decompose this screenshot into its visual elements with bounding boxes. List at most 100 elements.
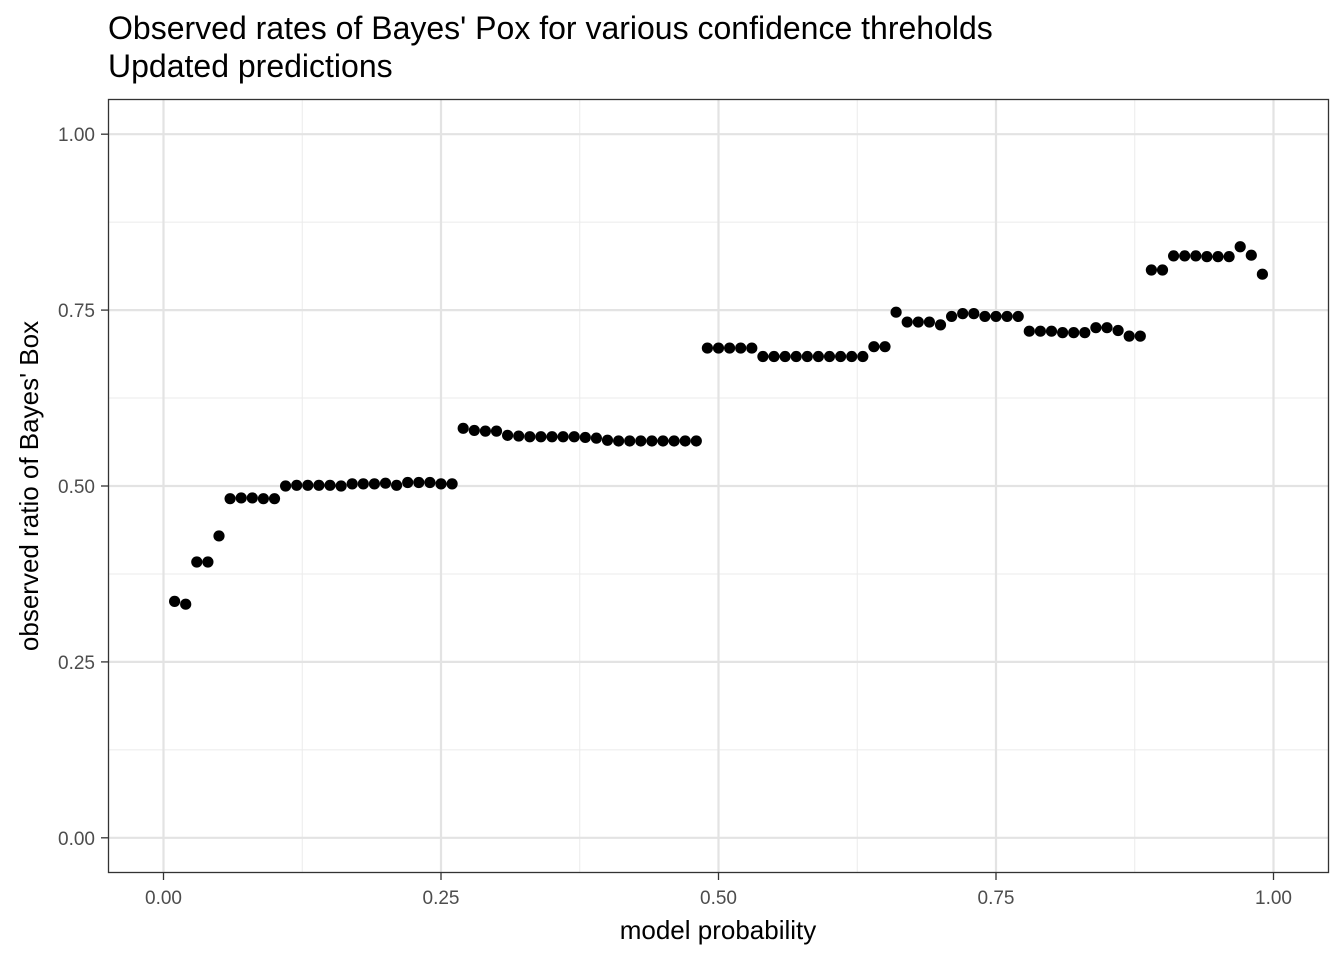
data-point bbox=[590, 432, 603, 444]
data-point bbox=[868, 341, 880, 353]
data-point bbox=[1212, 251, 1224, 263]
y-tick-label: 0.25 bbox=[58, 653, 95, 674]
data-point bbox=[1223, 251, 1235, 263]
data-point bbox=[779, 350, 791, 363]
data-point bbox=[513, 430, 525, 442]
data-point bbox=[901, 316, 913, 328]
data-point bbox=[368, 478, 380, 490]
data-point bbox=[202, 556, 214, 568]
data-point bbox=[601, 434, 614, 446]
data-point bbox=[1179, 250, 1191, 262]
data-point bbox=[957, 308, 969, 320]
data-point bbox=[1134, 330, 1146, 342]
chart-title: Observed rates of Bayes' Pox for various… bbox=[108, 10, 993, 46]
data-point bbox=[1057, 327, 1069, 339]
data-point bbox=[746, 342, 758, 354]
data-point bbox=[1079, 327, 1091, 339]
data-point bbox=[169, 595, 181, 607]
data-point bbox=[257, 493, 269, 505]
data-point bbox=[701, 342, 714, 354]
data-point bbox=[235, 492, 247, 504]
data-point bbox=[246, 492, 258, 504]
data-point bbox=[990, 310, 1002, 323]
data-point bbox=[1245, 249, 1257, 261]
data-point bbox=[846, 350, 858, 363]
data-point bbox=[724, 342, 736, 354]
data-point bbox=[624, 435, 636, 447]
data-point bbox=[479, 425, 491, 437]
data-point bbox=[1156, 264, 1169, 276]
data-point bbox=[668, 435, 680, 447]
x-tick-label: 1.00 bbox=[1255, 888, 1292, 909]
major-gridlines bbox=[108, 99, 1329, 873]
data-point bbox=[302, 479, 314, 491]
data-point bbox=[657, 435, 669, 447]
data-point bbox=[1112, 324, 1124, 337]
data-point bbox=[313, 479, 325, 491]
data-point bbox=[946, 310, 958, 323]
x-axis-ticks: 0.00 0.25 0.50 0.75 1.00 bbox=[145, 873, 1292, 909]
data-point bbox=[735, 342, 747, 354]
data-points bbox=[169, 241, 1268, 610]
data-point bbox=[1090, 322, 1102, 334]
data-point bbox=[923, 316, 936, 328]
y-axis-ticks: 0.00 0.25 0.50 0.75 1.00 bbox=[58, 125, 108, 850]
data-point bbox=[757, 350, 769, 363]
data-point bbox=[1190, 250, 1202, 262]
data-point bbox=[712, 342, 725, 354]
x-tick-label: 0.00 bbox=[145, 888, 182, 909]
data-point bbox=[490, 425, 503, 437]
data-point bbox=[379, 477, 392, 489]
data-point bbox=[613, 435, 625, 447]
data-point bbox=[391, 479, 403, 491]
data-point bbox=[446, 478, 458, 490]
data-point bbox=[679, 435, 691, 447]
data-point bbox=[213, 530, 225, 542]
data-point bbox=[1068, 327, 1080, 339]
x-tick-label: 0.50 bbox=[700, 888, 737, 909]
plot-border bbox=[107, 98, 1330, 874]
data-point bbox=[1034, 325, 1046, 337]
data-point bbox=[1256, 268, 1268, 280]
y-tick-label: 0.50 bbox=[58, 477, 95, 498]
data-point bbox=[546, 431, 558, 443]
data-point bbox=[1123, 330, 1135, 342]
data-point bbox=[268, 493, 281, 505]
x-axis-title: model probability bbox=[620, 915, 817, 945]
data-point bbox=[1145, 264, 1157, 276]
data-point bbox=[768, 350, 780, 363]
y-tick-label: 0.75 bbox=[58, 301, 95, 322]
data-point bbox=[402, 476, 414, 489]
data-point bbox=[1001, 310, 1013, 323]
data-point bbox=[968, 308, 980, 320]
data-point bbox=[1012, 310, 1024, 323]
data-point bbox=[1045, 325, 1058, 337]
data-point bbox=[579, 431, 591, 444]
data-point bbox=[690, 435, 702, 447]
data-point bbox=[979, 310, 991, 323]
data-point bbox=[1101, 322, 1113, 334]
data-point bbox=[180, 598, 192, 610]
data-point bbox=[812, 350, 825, 363]
data-point bbox=[335, 480, 347, 492]
y-tick-label: 0.00 bbox=[58, 829, 95, 850]
data-point bbox=[524, 431, 536, 443]
data-point bbox=[823, 350, 836, 363]
data-point bbox=[224, 493, 236, 505]
data-point bbox=[346, 478, 358, 490]
data-point bbox=[502, 429, 514, 441]
x-tick-label: 0.75 bbox=[978, 888, 1015, 909]
data-point bbox=[912, 316, 924, 328]
y-tick-label: 1.00 bbox=[58, 125, 95, 146]
data-point bbox=[890, 306, 902, 318]
data-point bbox=[879, 341, 891, 353]
data-point bbox=[1234, 241, 1246, 253]
data-point bbox=[324, 479, 336, 491]
chart-subtitle: Updated predictions bbox=[108, 48, 393, 84]
data-point bbox=[1201, 251, 1213, 263]
data-point bbox=[801, 350, 813, 363]
data-point bbox=[835, 350, 847, 363]
data-point bbox=[435, 478, 447, 490]
data-point bbox=[413, 476, 425, 489]
